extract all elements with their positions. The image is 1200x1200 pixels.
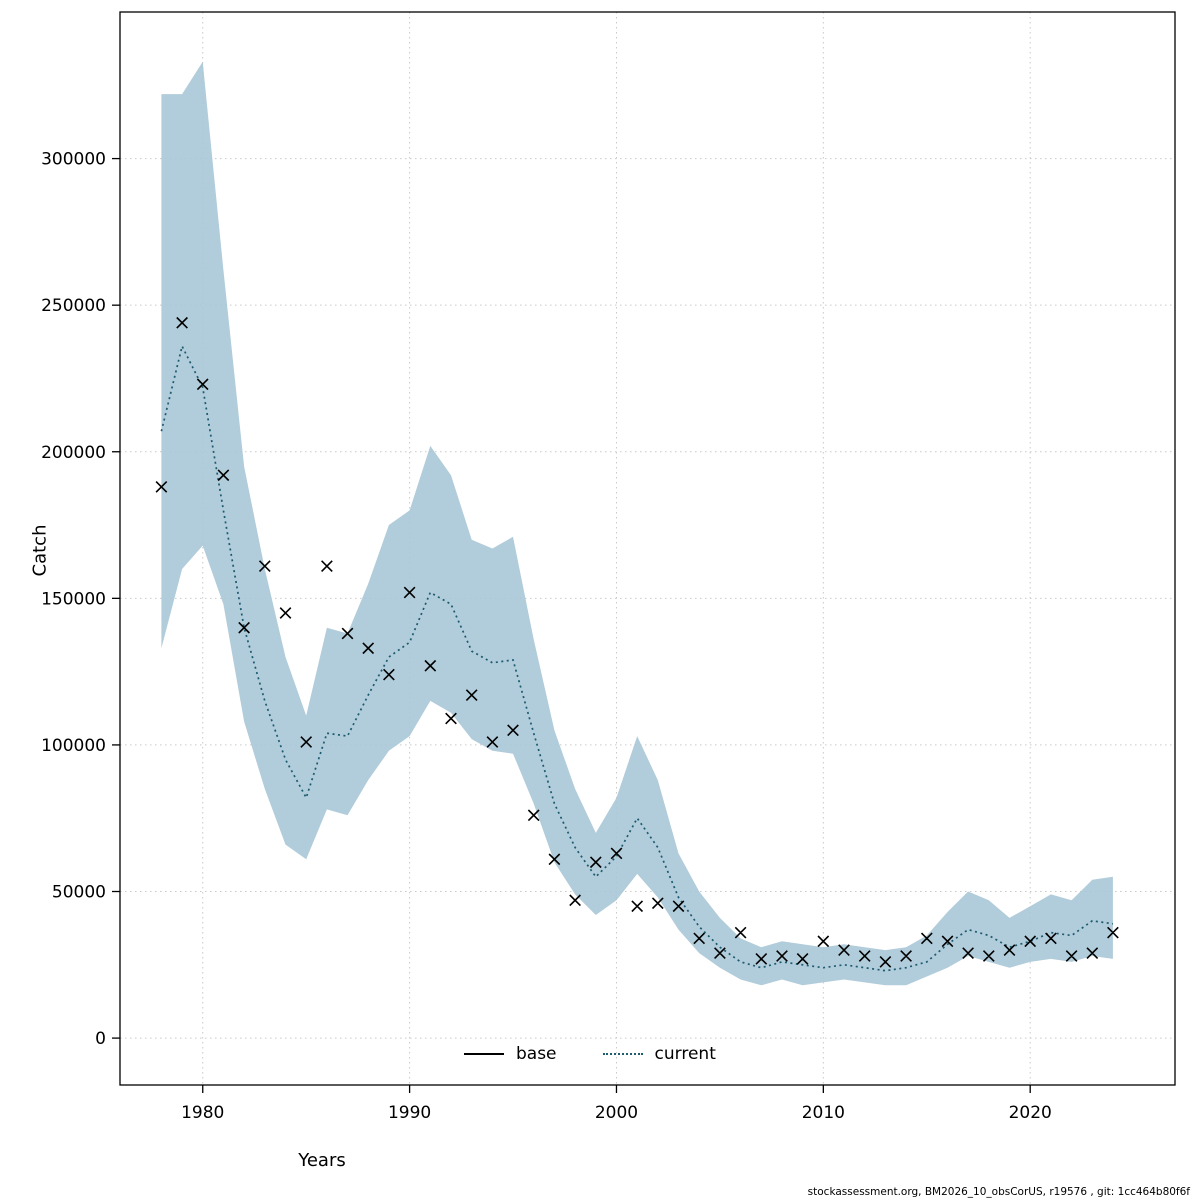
x-tick-label: 1990 [388,1103,431,1123]
y-tick-label: 0 [95,1029,106,1049]
legend-item-current: current [602,1044,716,1064]
x-tick-label: 2000 [595,1103,638,1123]
legend-label-current: current [654,1044,716,1064]
legend-label-base: base [515,1044,557,1064]
y-tick-label: 200000 [41,443,106,463]
x-tick-label: 2020 [1009,1103,1052,1123]
x-tick-label: 1980 [181,1103,224,1123]
x-axis-title-wrap: Years [0,1150,970,1171]
y-tick-label: 150000 [41,589,106,609]
footer-credit: stockassessment.org, BM2026_10_obsCorUS,… [807,1186,1190,1198]
base-line-sample-icon [463,1053,504,1055]
current-line [160,343,1114,972]
plot-border [119,11,1176,1086]
legend: base current [463,1044,716,1064]
y-tick-label: 50000 [52,883,106,903]
y-tick-label: 300000 [41,150,106,170]
observed-markers [155,316,1119,968]
y-tick-label: 100000 [41,736,106,756]
legend-item-base: base [463,1044,557,1064]
y-tick-label: 250000 [41,296,106,316]
confidence-band [161,61,1113,986]
current-line-sample-icon [602,1053,643,1055]
y-axis-title: Catch [29,524,51,577]
x-tick-label: 2010 [802,1103,845,1123]
x-axis-title: Years [298,1150,346,1171]
